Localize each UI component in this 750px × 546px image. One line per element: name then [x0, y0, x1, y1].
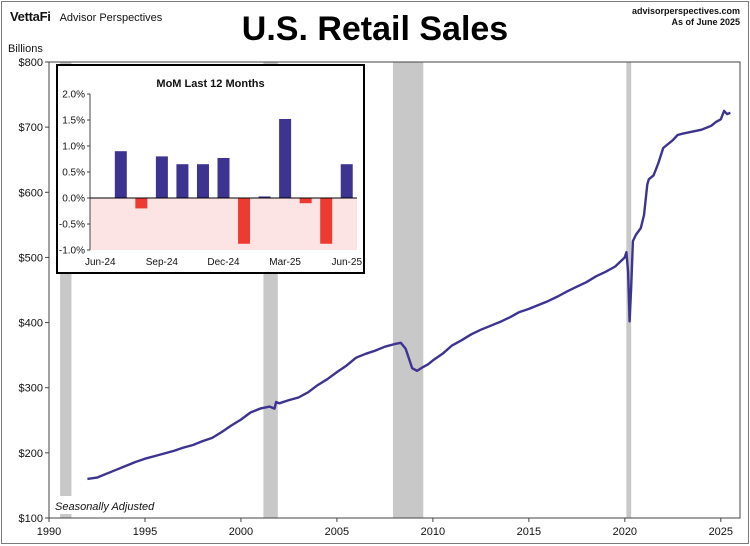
inset-y-tick-label-1: 1.5% [62, 116, 85, 127]
recession-band-0 [60, 62, 72, 518]
plot-border [48, 61, 741, 519]
inset-y-tick-label-3: 0.5% [62, 168, 85, 179]
x-tick-label-1: 1995 [133, 526, 157, 538]
inset-x-tick-label-1: Sep-24 [146, 257, 179, 268]
inset-negative-zone [90, 198, 357, 250]
inset-bar-May-25 [320, 198, 333, 244]
inset-y-tick-label-0: 2.0% [62, 90, 85, 101]
source-url: advisorperspectives.com [631, 6, 740, 16]
x-tick-label-2: 2000 [229, 526, 253, 538]
inset-y-tick-label-6: -1.0% [59, 246, 85, 257]
y-tick-label-1: $200 [19, 448, 43, 460]
chart-title: U.S. Retail Sales [241, 10, 509, 48]
inset-bar-Feb-25 [258, 196, 271, 198]
inset-bar-Dec-24 [217, 157, 230, 198]
x-tick-label-0: 1990 [37, 526, 61, 538]
y-tick-label-5: $600 [19, 187, 43, 199]
recession-band-2 [392, 62, 424, 518]
y-tick-label-2: $300 [19, 383, 43, 395]
x-tick-label-7: 2025 [709, 526, 733, 538]
inset-title: MoM Last 12 Months [156, 78, 264, 90]
x-tick-label-3: 2005 [325, 526, 349, 538]
inset-bar-Oct-24 [176, 164, 189, 198]
y-tick-label-7: $800 [19, 57, 43, 69]
y-tick-label-6: $700 [19, 122, 43, 134]
inset-x-tick-label-4: Jun-25 [331, 257, 362, 268]
brand: VettaFi Advisor Perspectives [10, 9, 162, 24]
y-axis-label: Billions [8, 43, 43, 55]
source-note: advisorperspectives.com As of June 2025 [632, 6, 740, 28]
inset-bar-Jun-25 [340, 164, 353, 198]
inset-x-tick-label-2: Dec-24 [207, 257, 240, 268]
inset-x-tick-label-3: Mar-25 [269, 257, 301, 268]
x-tick-label-4: 2010 [421, 526, 445, 538]
y-tick-label-3: $400 [19, 318, 43, 330]
as-of-date: As of June 2025 [671, 17, 740, 27]
retail-sales-line [87, 109, 731, 481]
brand-subtitle: Advisor Perspectives [59, 12, 163, 24]
annotation-backdrop [51, 496, 159, 514]
inset-bar-Mar-25 [279, 118, 292, 198]
inset-y-tick-label-4: 0.0% [62, 194, 85, 205]
inset-bar-Sep-24 [155, 156, 168, 198]
inset-x-tick-label-0: Jun-24 [85, 257, 116, 268]
seasonally-adjusted-note: Seasonally Adjusted [55, 501, 155, 513]
inset-y-tick-label-5: -0.5% [59, 220, 85, 231]
y-tick-label-0: $100 [19, 513, 43, 525]
y-tick-label-4: $500 [19, 252, 43, 264]
brand-logo: VettaFi [10, 9, 51, 24]
inset-bar-Jan-25 [238, 198, 251, 244]
inset-bar-Nov-24 [196, 164, 209, 198]
inset-bar-Apr-25 [299, 198, 312, 204]
x-tick-label-5: 2015 [517, 526, 541, 538]
x-tick-label-6: 2020 [613, 526, 637, 538]
inset-bar-Jul-24 [114, 151, 127, 198]
inset-bar-Aug-24 [135, 198, 148, 209]
inset-y-tick-label-2: 1.0% [62, 142, 85, 153]
